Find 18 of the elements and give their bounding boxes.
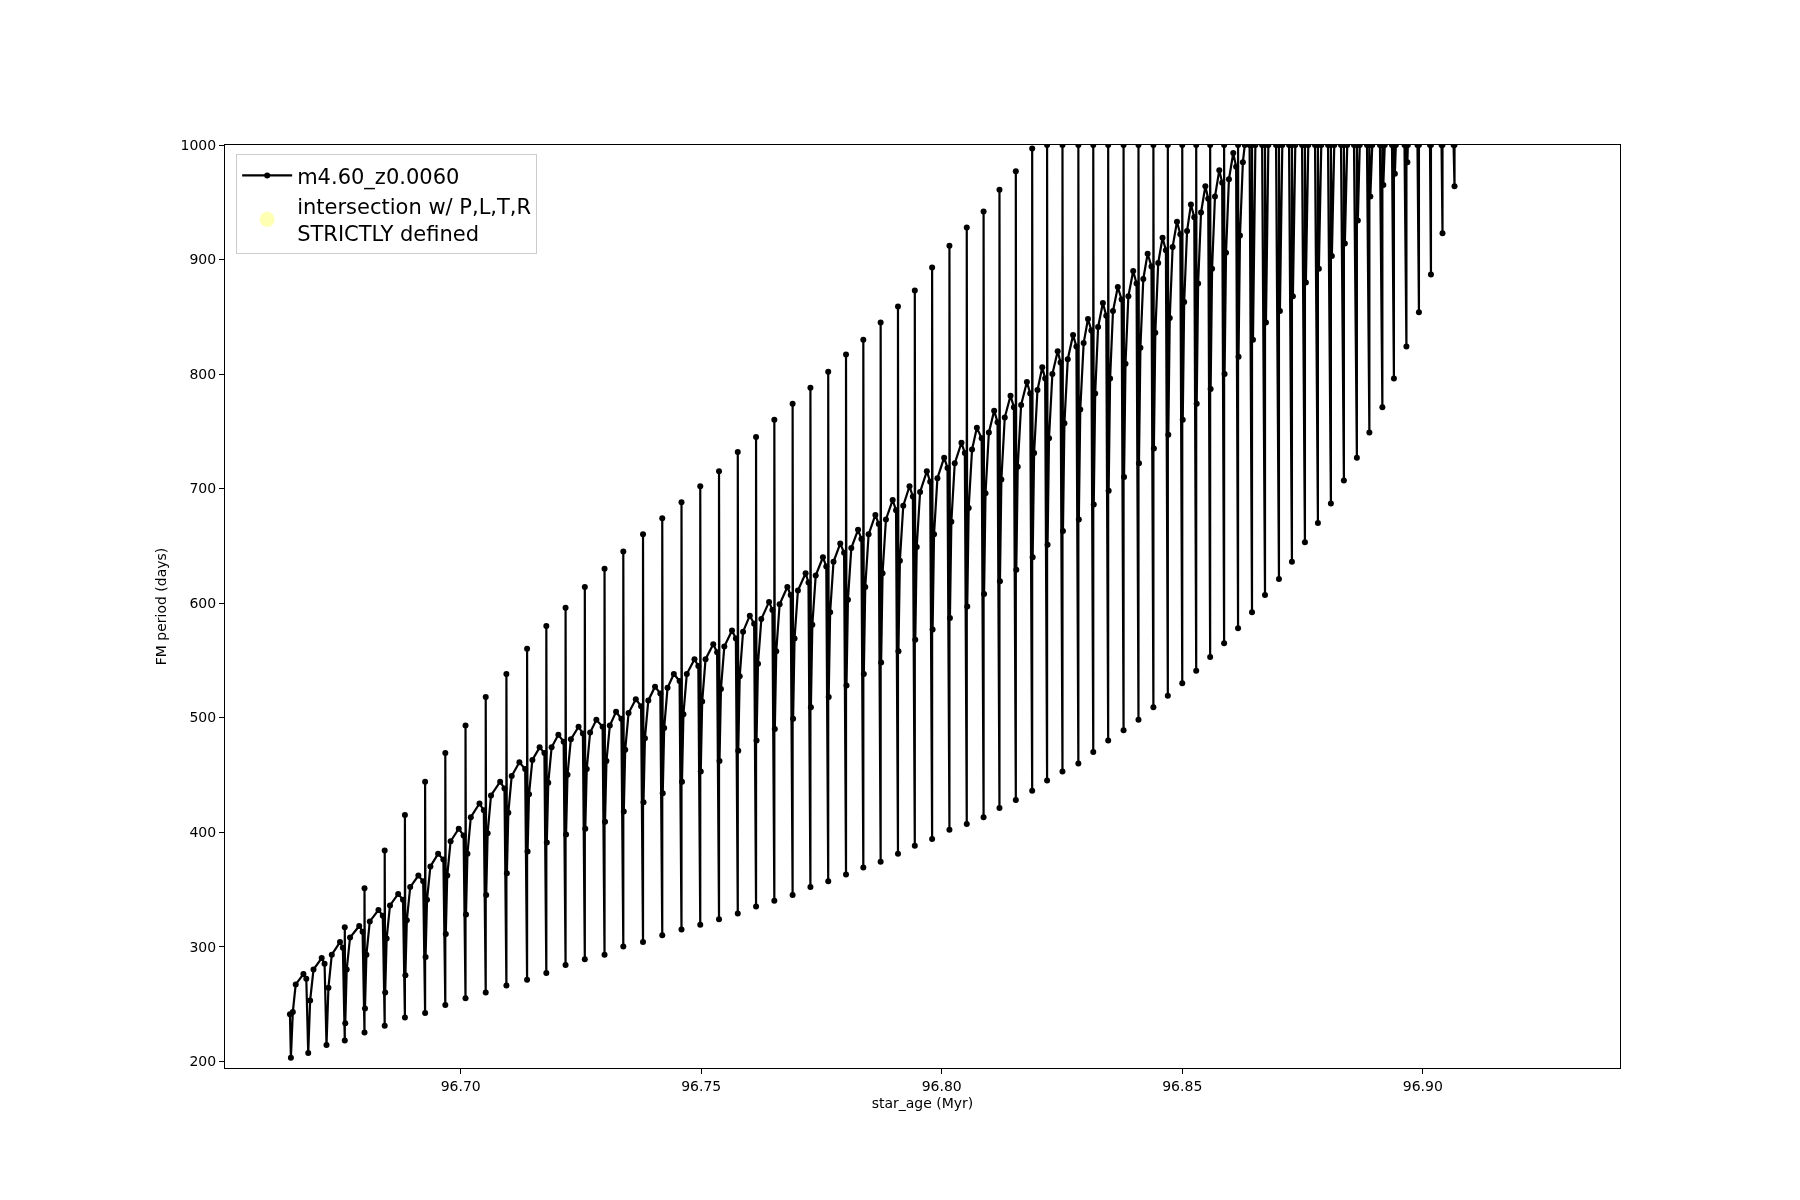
- y-tick-label: 200: [189, 1053, 217, 1070]
- y-tick-label: 800: [189, 365, 217, 382]
- y-tick-label: 600: [189, 594, 217, 611]
- y-tick-label: 700: [189, 480, 217, 497]
- y-axis-title: FM period (days): [153, 547, 170, 666]
- x-tick-label: 96.85: [1162, 1077, 1203, 1094]
- legend-label: m4.60_z0.0060: [297, 164, 460, 190]
- y-tick-label: 1000: [180, 136, 217, 153]
- y-tick-label: 900: [189, 251, 217, 268]
- x-axis-title: star_age (Myr): [871, 1095, 974, 1112]
- x-tick-label: 96.70: [440, 1077, 481, 1094]
- y-tick-label: 500: [189, 709, 217, 726]
- x-tick-label: 96.90: [1402, 1077, 1443, 1094]
- y-tick-label: 400: [189, 824, 217, 840]
- y-tick-label: 300: [189, 938, 217, 955]
- legend-label: intersection w/ P,L,T,R STRICTLY defined: [297, 194, 532, 247]
- x-tick-label: 96.80: [921, 1077, 962, 1094]
- x-tick-label: 96.75: [681, 1077, 722, 1094]
